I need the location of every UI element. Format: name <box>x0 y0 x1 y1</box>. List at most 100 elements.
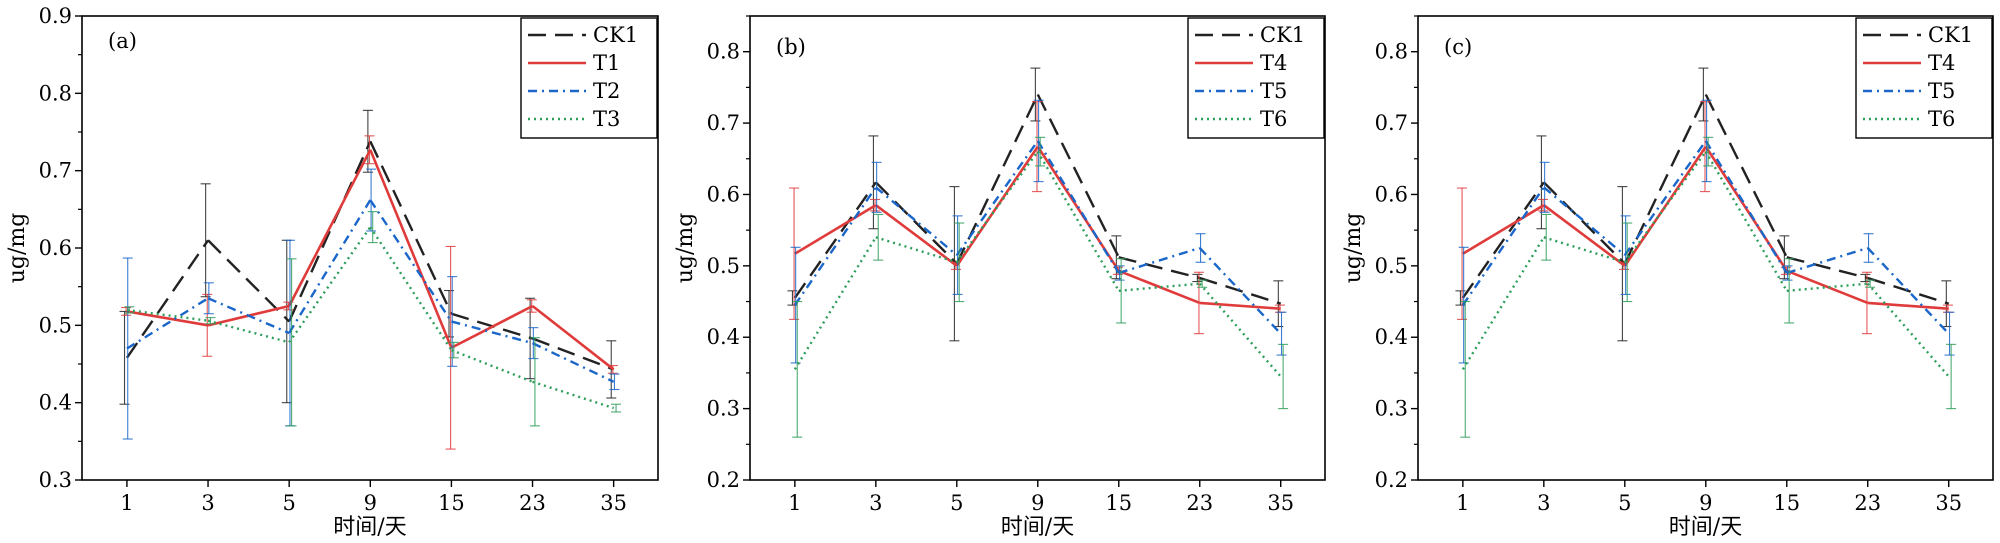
series-segment <box>1704 151 1788 292</box>
x-tick-label: 23 <box>1186 491 1213 515</box>
series-segment <box>1786 256 1869 280</box>
series-segment <box>125 239 210 359</box>
series-segment <box>1118 282 1200 293</box>
x-axis-title: 时间/天 <box>1669 515 1742 540</box>
series-segment <box>1461 181 1545 299</box>
series-segment <box>1199 276 1282 305</box>
x-tick-label: 15 <box>438 491 465 515</box>
panel-label: (a) <box>108 29 137 53</box>
series-segment <box>955 150 1039 263</box>
series-segment <box>1623 150 1707 263</box>
x-tick-label: 9 <box>364 491 377 515</box>
legend-label-t5: T5 <box>1260 79 1287 103</box>
series-segment <box>875 186 958 257</box>
y-tick-label: 0.5 <box>707 254 740 278</box>
series-t3 <box>124 211 622 427</box>
legend-box <box>1187 17 1325 139</box>
y-tick-label: 0.9 <box>39 4 72 28</box>
panel-label: (b) <box>776 35 806 59</box>
series-segment <box>1198 247 1282 335</box>
y-tick-label: 0.2 <box>707 468 740 492</box>
series-segment <box>532 342 615 383</box>
x-tick-label: 3 <box>201 491 214 515</box>
legend: CK1 T4 T5 T6 <box>1187 17 1325 139</box>
y-tick-label: 0.4 <box>707 325 740 349</box>
series-segment <box>1867 301 1949 310</box>
series-segment <box>1461 186 1545 306</box>
x-tick-label: 1 <box>120 491 133 515</box>
series-segment <box>1786 246 1869 275</box>
y-tick-label: 0.4 <box>1375 325 1408 349</box>
series-segment <box>532 337 615 371</box>
x-tick-label: 1 <box>1456 491 1469 515</box>
series-segment <box>126 310 209 327</box>
series-segment <box>1867 276 1950 305</box>
series-segment <box>793 181 877 299</box>
series-segment <box>793 186 877 306</box>
series-segment <box>1623 145 1707 267</box>
series-segment <box>874 181 958 265</box>
series-segment <box>1118 269 1201 305</box>
x-tick-label: 35 <box>1935 491 1962 515</box>
x-tick-label: 5 <box>950 491 963 515</box>
series-segment <box>1462 204 1545 255</box>
series-segment <box>875 204 958 267</box>
y-tick-label: 0.2 <box>1375 468 1408 492</box>
series-segment <box>1623 140 1707 256</box>
x-tick-label: 5 <box>282 491 295 515</box>
series-t6 <box>792 136 1289 438</box>
y-tick-label: 0.8 <box>1375 40 1408 64</box>
chart-panel-2: 0.20.30.40.50.60.70.81 3 5 9 15 23 35时间/天ug/mg… <box>673 15 1326 540</box>
series-segment <box>955 140 1039 256</box>
legend-label-t1: T1 <box>593 51 620 75</box>
x-tick-label: 35 <box>600 491 627 515</box>
series-segment <box>369 149 453 349</box>
x-axis-title: 时间/天 <box>1001 515 1074 540</box>
series-segment <box>288 140 372 322</box>
x-tick-label: 3 <box>869 491 882 515</box>
y-axis-title: ug/mg <box>5 213 30 284</box>
series-segment <box>1199 301 1281 310</box>
chart-panel-1: 0.30.40.50.60.70.80.91 3 5 9 15 23 35时间/天ug/mg… <box>5 4 659 540</box>
series-t2 <box>122 168 620 440</box>
y-axis-title: ug/mg <box>1341 213 1366 284</box>
series-segment <box>875 236 958 264</box>
y-tick-label: 0.3 <box>1375 397 1408 421</box>
y-tick-label: 0.7 <box>707 111 740 135</box>
series-segment <box>1543 236 1626 264</box>
y-tick-label: 0.6 <box>707 182 740 206</box>
series-segment <box>1036 93 1120 258</box>
series-segment <box>1036 151 1120 292</box>
legend-label-t6: T6 <box>1260 107 1287 131</box>
series-segment <box>1704 140 1788 274</box>
y-tick-label: 0.7 <box>1375 111 1408 135</box>
series-segment <box>1786 282 1868 293</box>
series-segment <box>955 145 1039 267</box>
series-segment <box>450 304 534 349</box>
y-tick-label: 0.8 <box>39 81 72 105</box>
series-segment <box>450 348 533 383</box>
x-tick-label: 23 <box>519 491 546 515</box>
y-axis-title: ug/mg <box>673 213 698 284</box>
series-t6 <box>1460 136 1957 438</box>
x-tick-label: 5 <box>1618 491 1631 515</box>
series-segment <box>451 320 533 345</box>
legend: CK1 T1 T2 T3 <box>520 17 658 139</box>
y-tick-label: 0.5 <box>1375 254 1408 278</box>
series-segment <box>369 226 453 351</box>
series-segment <box>1866 282 1950 378</box>
x-tick-label: 9 <box>1699 491 1712 515</box>
legend-box <box>1855 17 1993 139</box>
legend-label-t4: T4 <box>1260 51 1287 75</box>
x-tick-label: 35 <box>1267 491 1294 515</box>
legend-label-t6: T6 <box>1928 107 1955 131</box>
x-axis-title: 时间/天 <box>333 515 406 540</box>
series-segment <box>1704 93 1788 258</box>
legend-label-t3: T3 <box>593 107 620 131</box>
legend-label-t2: T2 <box>593 79 620 103</box>
y-tick-label: 0.6 <box>1375 182 1408 206</box>
legend-label-ck1: CK1 <box>593 23 638 47</box>
y-tick-label: 0.3 <box>707 397 740 421</box>
x-tick-label: 9 <box>1031 491 1044 515</box>
